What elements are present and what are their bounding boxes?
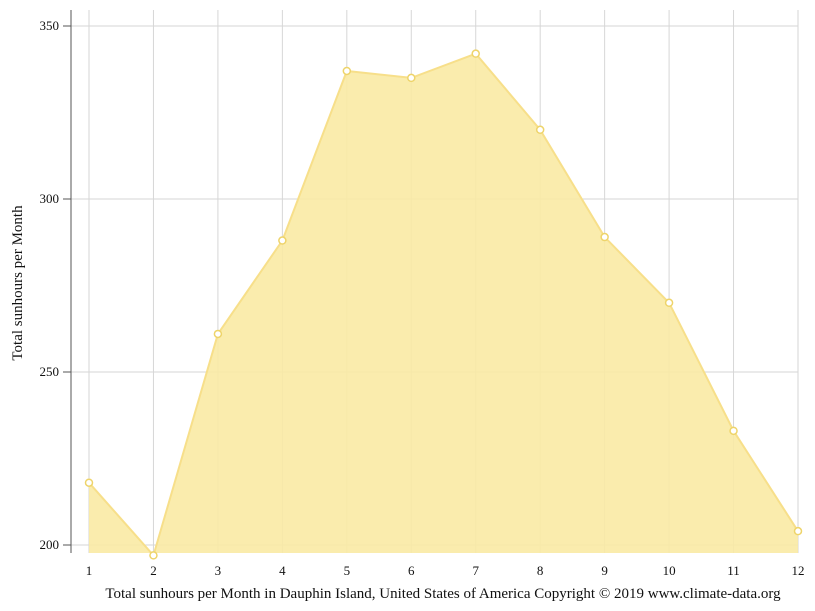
data-point-12 (793, 526, 803, 536)
x-tick-label-7: 7 (472, 563, 479, 578)
x-tick-label-6: 6 (408, 563, 415, 578)
x-tick-label-5: 5 (344, 563, 351, 578)
x-tick-label-12: 12 (792, 563, 805, 578)
y-tick-label-250: 250 (40, 364, 60, 379)
area-fill (89, 53, 798, 556)
data-point-10 (664, 298, 674, 308)
x-tick-label-4: 4 (279, 563, 286, 578)
x-tick-label-2: 2 (150, 563, 157, 578)
data-point-8 (535, 125, 545, 135)
x-tick-label-8: 8 (537, 563, 544, 578)
series-line (88, 52, 799, 558)
y-axis (63, 10, 72, 553)
data-points (84, 49, 803, 560)
x-tick-labels: 1 2 3 4 5 6 7 8 9 10 11 12 (86, 563, 805, 578)
x-tick-label-9: 9 (601, 563, 608, 578)
y-axis-title: Total sunhours per Month (10, 205, 26, 361)
y-tick-labels: 200 250 300 350 (40, 18, 60, 552)
data-point-4 (278, 236, 287, 245)
x-tick-label-10: 10 (663, 563, 676, 578)
data-point-1 (84, 478, 94, 487)
y-tick-label-200: 200 (40, 537, 60, 552)
data-point-2 (149, 551, 158, 560)
data-point-9 (600, 232, 609, 242)
x-tick-label-1: 1 (86, 563, 93, 578)
data-point-11 (729, 426, 738, 436)
data-point-7 (471, 49, 480, 58)
y-tick-label-350: 350 (40, 18, 60, 33)
x-tick-label-11: 11 (727, 563, 740, 578)
y-tick-label-300: 300 (40, 191, 60, 206)
data-point-5 (342, 66, 352, 76)
data-point-3 (213, 329, 223, 339)
area-series (88, 52, 799, 558)
data-point-6 (407, 73, 416, 83)
chart-caption: Total sunhours per Month in Dauphin Isla… (105, 586, 781, 602)
x-tick-label-3: 3 (215, 563, 222, 578)
